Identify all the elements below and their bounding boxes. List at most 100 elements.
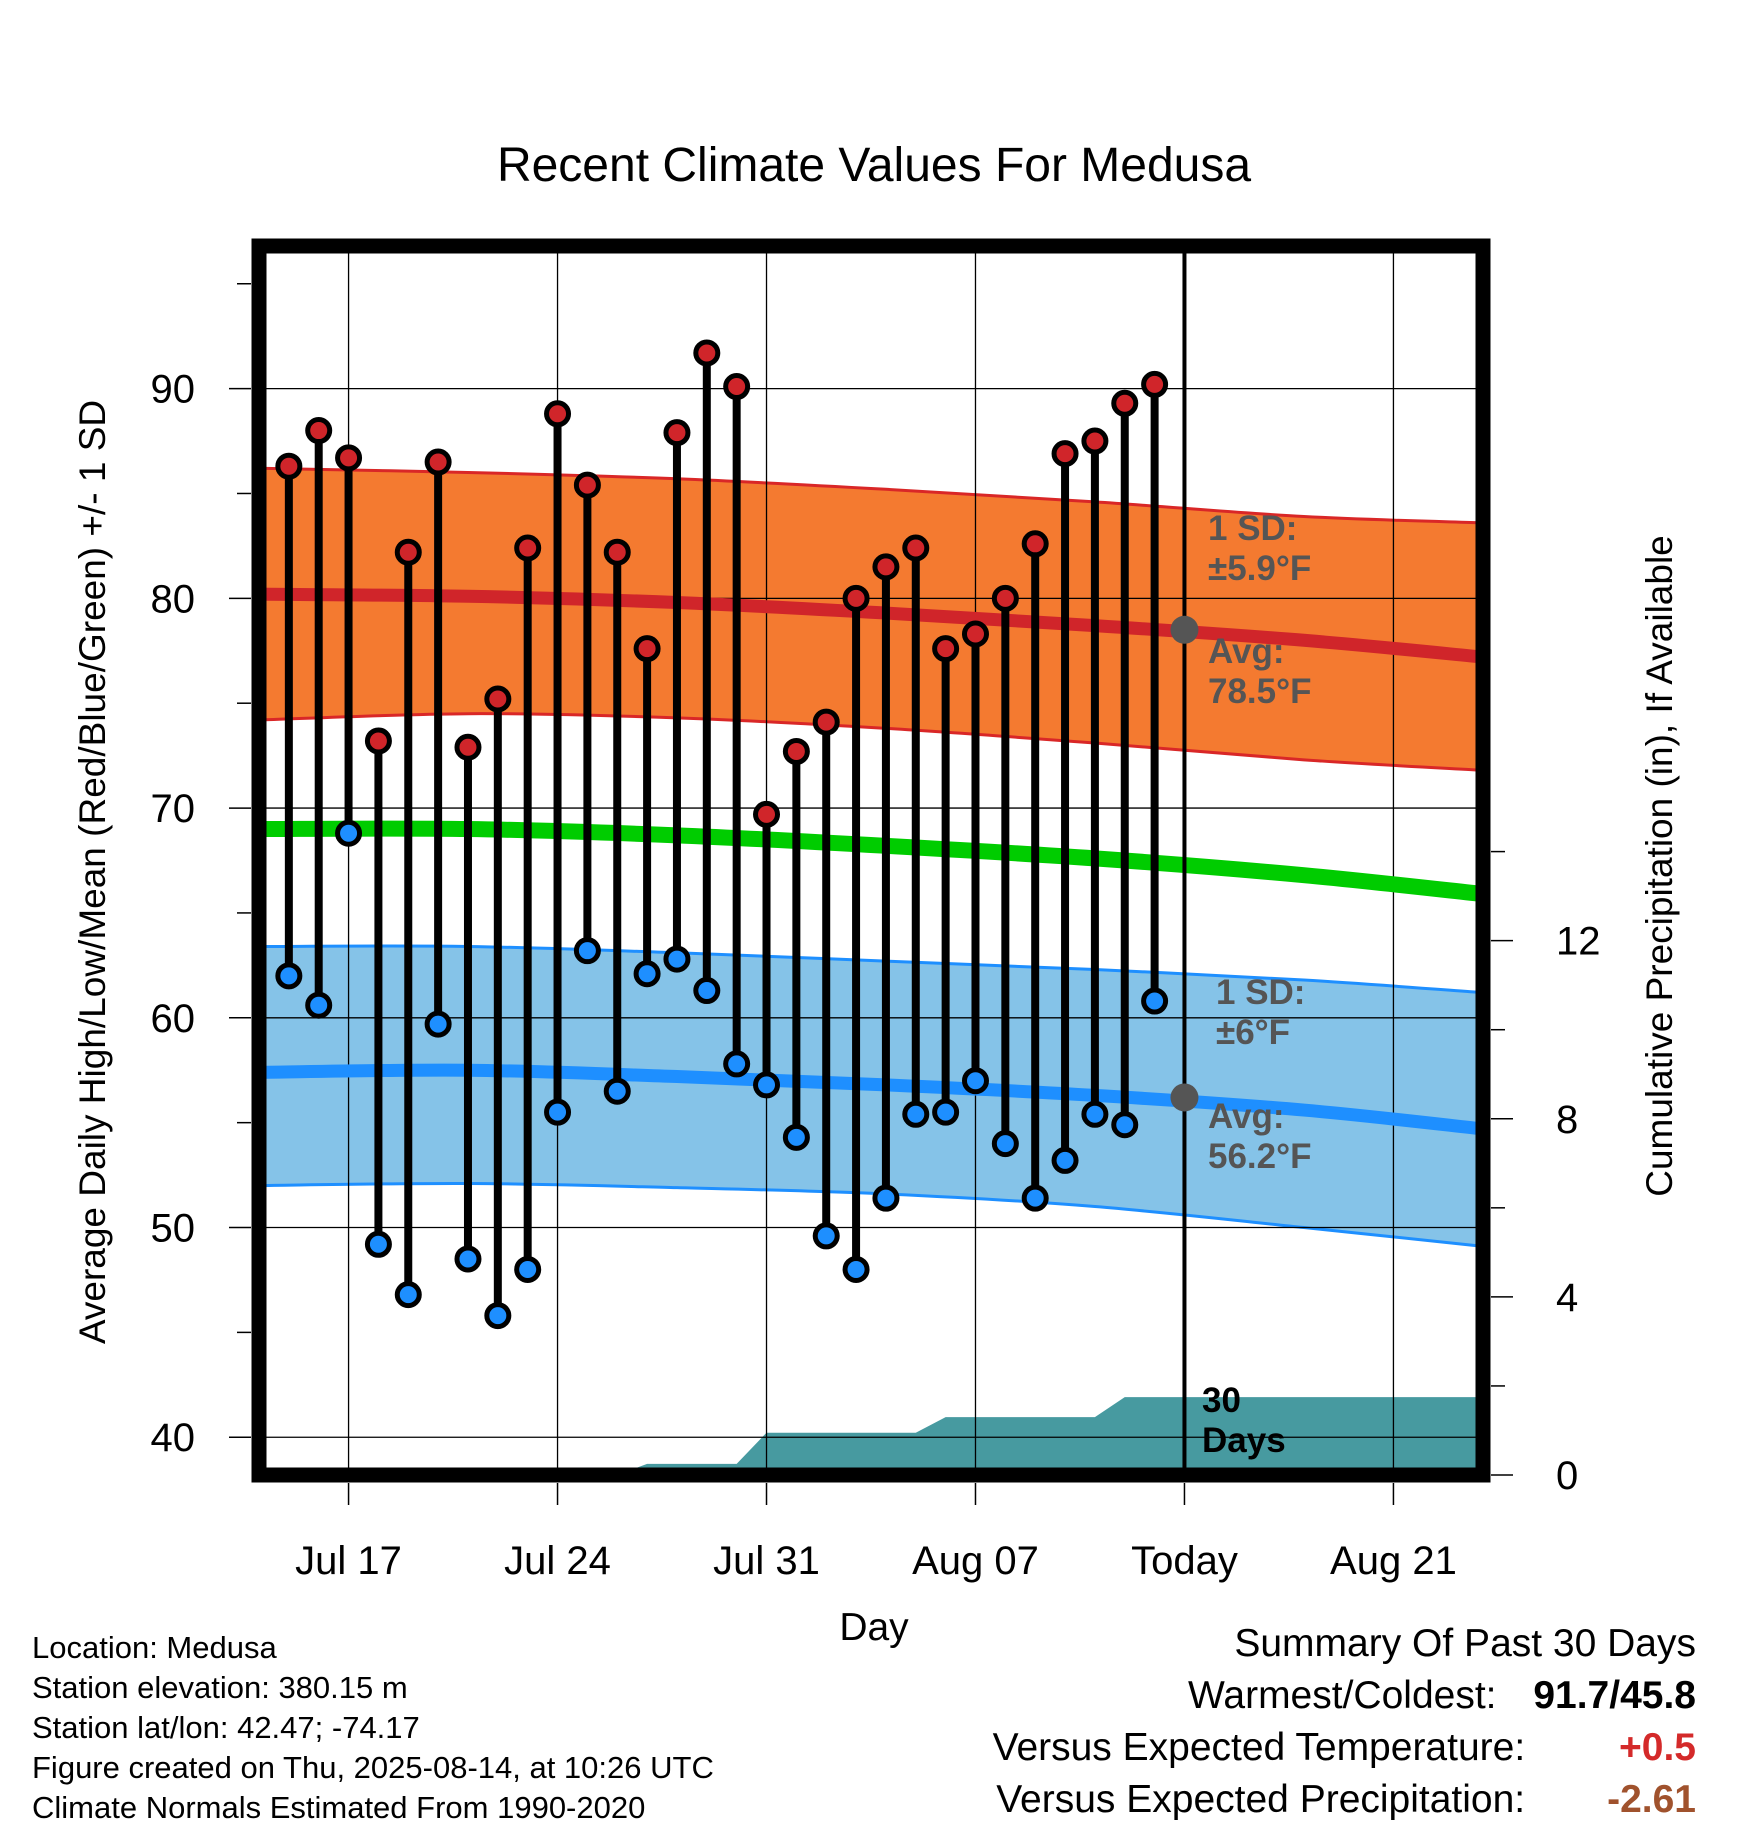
daily-high-point (275, 452, 303, 480)
location-text: Location: Medusa (32, 1630, 277, 1665)
daily-low-point (991, 1130, 1019, 1158)
precip-days-annotation-line2: Days (1202, 1421, 1286, 1460)
daily-high-point (961, 620, 989, 648)
normal-high-band (259, 468, 1483, 771)
y-tick-label: 40 (151, 1416, 196, 1460)
daily-high-point (872, 553, 900, 581)
daily-low-point (275, 962, 303, 990)
high-sd-annotation-line2: ±5.9°F (1208, 549, 1311, 588)
warmest-value: 91.7/45.8 (1533, 1674, 1696, 1717)
daily-high-point (753, 800, 781, 828)
daily-high-point (573, 471, 601, 499)
daily-low-point (842, 1255, 870, 1283)
daily-high-point (484, 685, 512, 713)
daily-high-point (364, 727, 392, 755)
daily-low-point (454, 1245, 482, 1273)
daily-high-point (1141, 370, 1169, 398)
daily-low-point (1051, 1146, 1079, 1174)
x-axis-label: Day (839, 1606, 909, 1649)
daily-high-point (842, 584, 870, 612)
low-avg-annotation-line1: Avg: (1208, 1097, 1284, 1136)
daily-low-point (603, 1077, 631, 1105)
normals-text: Climate Normals Estimated From 1990-2020 (32, 1790, 646, 1825)
temp-value: +0.5 (1619, 1726, 1696, 1769)
low-sd-annotation-line1: 1 SD: (1216, 973, 1305, 1012)
low-sd-annotation-line2: ±6°F (1216, 1013, 1290, 1052)
daily-high-point (1051, 440, 1079, 468)
temp-label: Versus Expected Temperature: (992, 1726, 1526, 1769)
x-tick-label: Aug 21 (1330, 1539, 1457, 1583)
daily-low-point (484, 1302, 512, 1330)
normal-high-upper-edge (258, 466, 1484, 525)
daily-high-point (902, 534, 930, 562)
y2-tick-label: 8 (1556, 1098, 1578, 1142)
chart-title: Recent Climate Values For Medusa (497, 139, 1251, 192)
y2-tick-label: 12 (1556, 920, 1601, 964)
low-avg-annotation-line2: 56.2°F (1208, 1137, 1312, 1176)
daily-low-point (812, 1222, 840, 1250)
daily-low-point (693, 977, 721, 1005)
daily-low-point (663, 945, 691, 973)
daily-low-point (335, 819, 363, 847)
today-low-avg-marker (1170, 1083, 1199, 1112)
y2-tick-label: 0 (1556, 1454, 1578, 1498)
summary-title: Summary Of Past 30 Days (1234, 1622, 1696, 1665)
daily-high-point (1111, 389, 1139, 417)
daily-high-point (544, 400, 572, 428)
daily-low-point (961, 1067, 989, 1095)
daily-high-point (305, 417, 333, 445)
y-tick-label: 70 (151, 787, 196, 831)
daily-high-point (454, 733, 482, 761)
daily-high-point (603, 538, 631, 566)
high-sd-annotation-line1: 1 SD: (1208, 509, 1297, 548)
elevation-text: Station elevation: 380.15 m (32, 1670, 408, 1705)
x-tick-label: Aug 07 (912, 1539, 1039, 1583)
daily-high-point (394, 538, 422, 566)
y2-tick-label: 4 (1556, 1276, 1578, 1320)
daily-low-point (753, 1071, 781, 1099)
station-info: Location: Medusa Station elevation: 380.… (32, 1628, 714, 1828)
daily-low-point (902, 1100, 930, 1128)
daily-low-point (1021, 1184, 1049, 1212)
precip-value: -2.61 (1607, 1778, 1696, 1821)
x-tick-label: Jul 31 (713, 1539, 820, 1583)
y-tick-label: 90 (151, 368, 196, 412)
y-tick-label: 50 (151, 1207, 196, 1251)
summary-panel: Summary Of Past 30 Days Warmest/Coldest:… (993, 1618, 1696, 1826)
daily-high-point (1021, 530, 1049, 558)
daily-low-point (305, 991, 333, 1019)
x-tick-label: Jul 17 (295, 1539, 402, 1583)
daily-low-point (723, 1050, 751, 1078)
latlon-text: Station lat/lon: 42.47; -74.17 (32, 1710, 420, 1745)
daily-low-point (514, 1255, 542, 1283)
y-axis-label: Average Daily High/Low/Mean (Red/Blue/Gr… (72, 400, 113, 1344)
daily-high-point (782, 737, 810, 765)
daily-low-point (394, 1281, 422, 1309)
normal-mean-line (258, 820, 1484, 903)
high-sd-annotation: 1 SD: ±5.9°F (1208, 509, 1311, 588)
daily-low-point (1141, 987, 1169, 1015)
daily-high-point (335, 444, 363, 472)
normal-low-band (259, 946, 1483, 1247)
daily-high-point (663, 419, 691, 447)
x-tick-label: Today (1131, 1539, 1238, 1583)
high-avg-annotation-line1: Avg: (1208, 632, 1284, 671)
daily-high-point (633, 635, 661, 663)
created-text: Figure created on Thu, 2025-08-14, at 10… (32, 1750, 714, 1785)
y-tick-label: 80 (151, 577, 196, 621)
daily-low-point (1081, 1100, 1109, 1128)
daily-high-point (514, 534, 542, 562)
daily-low-point (782, 1123, 810, 1151)
precip-label: Versus Expected Precipitation: (996, 1778, 1526, 1821)
high-avg-annotation: Avg: 78.5°F (1208, 632, 1312, 711)
daily-high-point (424, 448, 452, 476)
daily-low-point (573, 937, 601, 965)
daily-low-point (364, 1230, 392, 1258)
daily-low-point (633, 960, 661, 988)
low-sd-annotation: 1 SD: ±6°F (1216, 973, 1305, 1052)
today-high-avg-marker (1170, 615, 1199, 644)
cumulative-precip-area (259, 1397, 1483, 1475)
low-avg-annotation: Avg: 56.2°F (1208, 1097, 1312, 1176)
daily-low-point (544, 1098, 572, 1126)
